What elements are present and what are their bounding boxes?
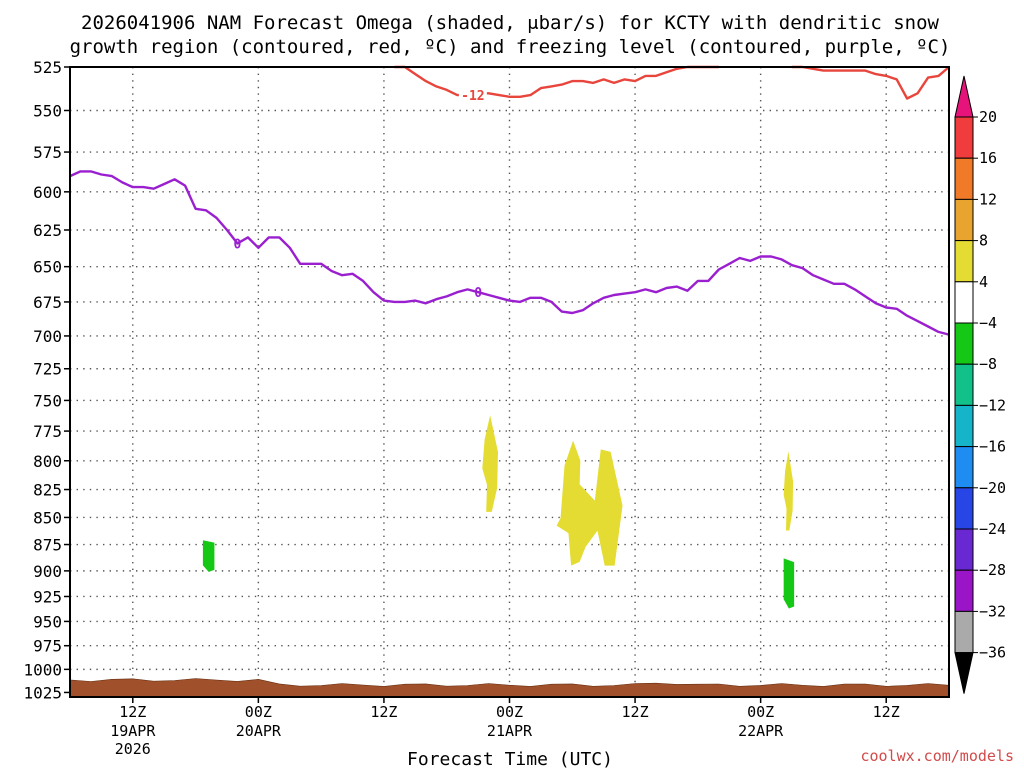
colorbar-label: −36 <box>979 644 1006 662</box>
x-tick-date: 20APR <box>236 722 282 740</box>
y-axis: 525 550 575 600 625 650 675 700 725 750 775 800 825 8… <box>23 58 70 702</box>
y-tick-label: 800 <box>33 452 62 471</box>
colorbar-label: −16 <box>979 438 1006 456</box>
colorbar: 20 16 12 8 4 −4 −8 −12 −16 −20 −24 −28 −32 −36 <box>954 75 1006 694</box>
omega-shading <box>202 415 795 609</box>
colorbar-label: −32 <box>979 602 1006 620</box>
colorbar-band <box>954 569 974 612</box>
colorbar-band <box>954 610 974 654</box>
x-tick-label: 00Z <box>245 703 272 721</box>
contour-label-freezing: 0 <box>234 237 242 252</box>
colorbar-top-arrow <box>954 75 974 118</box>
y-tick-label: 825 <box>33 481 62 500</box>
y-tick-label: 525 <box>33 58 62 77</box>
y-tick-label: 550 <box>33 101 62 120</box>
shaded-region-2 <box>783 451 794 531</box>
colorbar-label: −4 <box>979 314 997 332</box>
plot-background <box>70 67 949 697</box>
colorbar-label: 12 <box>979 190 997 208</box>
chart-title-line1: 2026041906 NAM Forecast Omega (shaded, μ… <box>81 12 939 34</box>
colorbar-band <box>954 281 974 324</box>
colorbar-label: −8 <box>979 355 997 373</box>
y-tick-label: 1000 <box>23 660 62 679</box>
x-axis-title: Forecast Time (UTC) <box>407 749 613 768</box>
y-tick-label: 675 <box>33 293 62 312</box>
x-tick-date: 21APR <box>487 722 533 740</box>
contour-label-bg <box>458 87 487 102</box>
x-tick-year: 2026 <box>115 740 151 758</box>
colorbar-label: −28 <box>979 561 1006 579</box>
x-tick-date: 19APR <box>110 722 156 740</box>
y-tick-label: 975 <box>33 637 62 656</box>
y-tick-label: 725 <box>33 360 62 379</box>
x-tick-label: 00Z <box>496 703 523 721</box>
colorbar-band <box>954 487 974 530</box>
y-tick-label: 875 <box>33 536 62 555</box>
colorbar-label: 8 <box>979 232 988 250</box>
colorbar-band <box>954 116 974 159</box>
colorbar-label: −20 <box>979 479 1006 497</box>
contour-label-dgz: -12 <box>461 89 484 104</box>
contour-dgz <box>394 65 719 98</box>
colorbar-label: −12 <box>979 396 1006 414</box>
y-tick-label: 850 <box>33 508 62 527</box>
y-tick-label: 625 <box>33 221 62 240</box>
y-tick-label: 575 <box>33 143 62 162</box>
x-tick-label: 12Z <box>119 703 146 721</box>
colorbar-band <box>954 240 974 283</box>
y-tick-label: 900 <box>33 562 62 581</box>
contour-label-freezing-2: 0 <box>474 286 482 301</box>
shaded-region-3 <box>202 540 215 572</box>
colorbar-label: −24 <box>979 520 1006 538</box>
y-tick-label: 750 <box>33 391 62 410</box>
colorbar-band <box>954 198 974 242</box>
contours: 0 0 -12 <box>69 65 950 336</box>
colorbar-label: 16 <box>979 149 997 167</box>
shaded-region-1 <box>556 440 623 566</box>
terrain-surface <box>69 678 950 698</box>
y-tick-label: 700 <box>33 327 62 346</box>
colorbar-band <box>954 322 974 365</box>
terrain-fill <box>69 678 950 698</box>
x-tick-label: 12Z <box>873 703 900 721</box>
colorbar-band <box>954 157 974 200</box>
shaded-region-4 <box>783 558 795 609</box>
y-tick-label: 775 <box>33 422 62 441</box>
credit: coolwx.com/models <box>860 747 1014 765</box>
colorbar-band <box>954 404 974 448</box>
contour-freezing-level <box>69 170 950 336</box>
grid <box>70 67 949 697</box>
contour-dgz-b <box>792 65 950 100</box>
colorbar-band <box>954 363 974 406</box>
colorbar-label: 4 <box>979 273 988 291</box>
x-tick-label: 12Z <box>622 703 649 721</box>
colorbar-bottom-arrow <box>954 652 974 694</box>
x-tick-label: 00Z <box>747 703 774 721</box>
x-tick-date: 22APR <box>738 722 784 740</box>
y-tick-label: 1025 <box>23 683 62 702</box>
y-tick-label: 650 <box>33 258 62 277</box>
colorbar-band <box>954 528 974 571</box>
colorbar-label: 20 <box>979 108 997 126</box>
shaded-region-0 <box>482 415 498 512</box>
colorbar-band <box>954 446 974 489</box>
y-tick-label: 600 <box>33 183 62 202</box>
x-tick-label: 12Z <box>370 703 397 721</box>
y-tick-label: 950 <box>33 612 62 631</box>
chart-title-line2: growth region (contoured, red, ºC) and f… <box>70 36 951 58</box>
y-tick-label: 925 <box>33 587 62 606</box>
